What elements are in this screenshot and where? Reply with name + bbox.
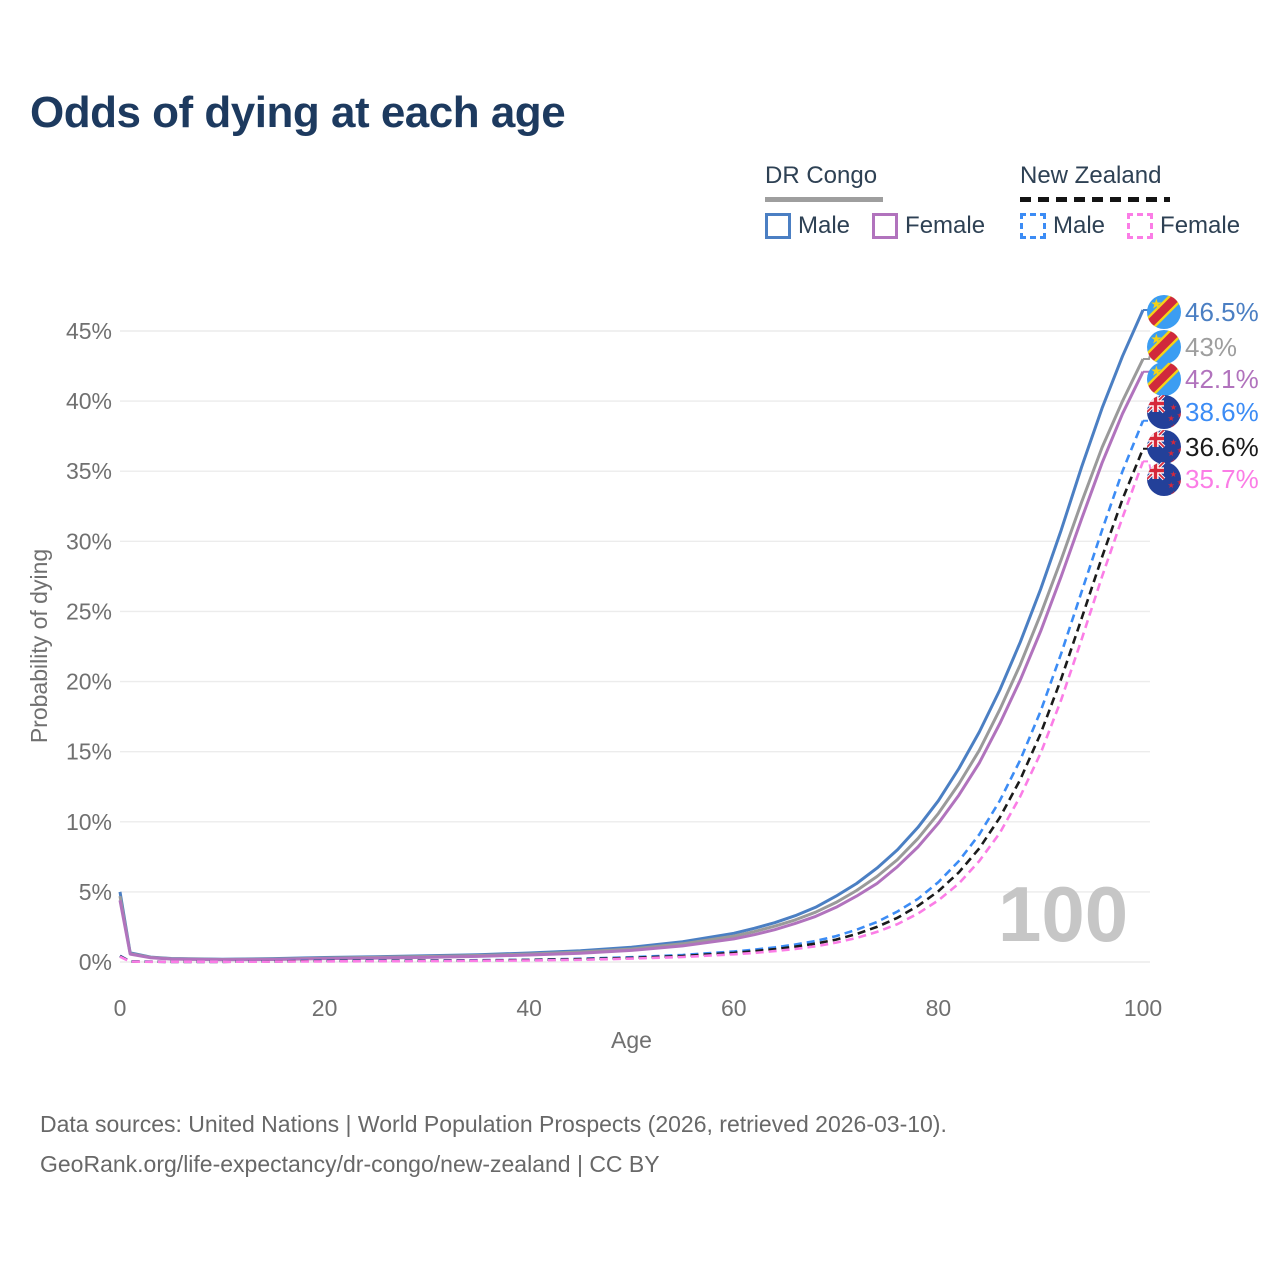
svg-text:★: ★ — [1170, 422, 1177, 432]
x-tick-label: 100 — [1124, 995, 1162, 1021]
legend-label-nz-male[interactable]: Male — [1053, 212, 1106, 239]
dr-congo-flag-icon: ★ — [1147, 295, 1181, 329]
y-tick-label: 5% — [79, 879, 112, 905]
legend-label-nz-female[interactable]: Female — [1160, 212, 1241, 239]
y-tick-label: 10% — [66, 809, 112, 835]
new-zealand-flag-icon: ★★★★ — [1147, 430, 1183, 467]
svg-text:★: ★ — [1170, 402, 1177, 412]
source-line-2: GeoRank.org/life-expectancy/dr-congo/new… — [40, 1151, 660, 1177]
series-line-dr-congo-both-sexes[interactable] — [118, 358, 1145, 961]
age-watermark: 100 — [998, 870, 1128, 958]
svg-text:★: ★ — [1167, 480, 1174, 490]
svg-text:★: ★ — [1167, 413, 1174, 423]
end-value-label-new-zealand-male: 38.6% — [1185, 397, 1259, 427]
legend-country-dr-congo[interactable]: DR Congo — [765, 162, 878, 189]
series-line-new-zealand-both-sexes[interactable] — [119, 448, 1145, 964]
legend-group-dr-congo: DR Congo Male Female — [765, 162, 985, 240]
svg-text:★: ★ — [1150, 296, 1162, 312]
end-connector-new-zealand-female — [1143, 460, 1157, 480]
legend-swatch-nz-female-icon[interactable] — [1127, 213, 1154, 239]
end-value-label-new-zealand-female: 35.7% — [1185, 464, 1259, 494]
end-value-label-new-zealand-both-sexes: 36.6% — [1185, 432, 1259, 462]
svg-text:★: ★ — [1170, 437, 1177, 447]
svg-text:★: ★ — [1170, 457, 1177, 467]
x-tick-label: 60 — [721, 995, 747, 1021]
legend-swatch-drc-male-icon[interactable] — [765, 213, 791, 239]
page-title: Odds of dying at each age — [30, 88, 566, 137]
y-tick-label: 20% — [66, 669, 112, 695]
svg-text:★: ★ — [1176, 477, 1183, 487]
svg-text:★: ★ — [1167, 448, 1174, 458]
source-line-1: Data sources: United Nations | World Pop… — [40, 1111, 947, 1137]
svg-text:★: ★ — [1170, 489, 1177, 499]
y-tick-label: 45% — [66, 318, 112, 344]
end-value-label-dr-congo-male: 46.5% — [1185, 297, 1259, 327]
series-line-dr-congo-female[interactable] — [118, 371, 1145, 962]
legend-country-new-zealand[interactable]: New Zealand — [1020, 162, 1162, 189]
series-line-new-zealand-female[interactable] — [119, 460, 1145, 964]
y-tick-label: 25% — [66, 598, 112, 624]
svg-text:★: ★ — [1176, 410, 1183, 420]
x-tick-label: 0 — [114, 995, 127, 1021]
svg-text:★: ★ — [1176, 445, 1183, 455]
new-zealand-flag-icon: ★★★★ — [1147, 462, 1183, 499]
end-value-label-dr-congo-both-sexes: 43% — [1185, 332, 1237, 362]
legend-label-drc-male[interactable]: Male — [798, 212, 851, 239]
legend-underline-dr-congo — [765, 197, 883, 202]
svg-text:★: ★ — [1170, 469, 1177, 479]
plot-svg: 0% 5% 10% 15% 20% 25% 30% 35% 40% 45% 0 20 40 60 80 100… — [26, 295, 1259, 1053]
new-zealand-flag-icon: ★★★★ — [1147, 395, 1183, 432]
y-tick-label: 30% — [66, 528, 112, 554]
legend-label-drc-female[interactable]: Female — [905, 212, 986, 239]
y-axis-title: Probability of dying — [26, 549, 52, 743]
legend-swatch-nz-male-icon[interactable] — [1020, 213, 1046, 239]
series-line-new-zealand-male[interactable] — [119, 420, 1145, 964]
legend-group-new-zealand: New Zealand Male Female — [1020, 162, 1240, 240]
legend-underline-new-zealand — [1020, 197, 1170, 202]
y-tick-label: 15% — [66, 739, 112, 765]
legend-swatch-drc-female-icon[interactable] — [872, 213, 899, 239]
x-tick-label: 20 — [312, 995, 338, 1021]
y-tick-label: 35% — [66, 458, 112, 484]
x-axis-title: Age — [611, 1027, 652, 1053]
dr-congo-flag-icon: ★ — [1147, 362, 1181, 396]
data-source-note: Data sources: United Nations | World Pop… — [40, 1104, 947, 1184]
y-tick-label: 0% — [79, 949, 112, 975]
svg-text:★: ★ — [1150, 363, 1162, 379]
series-line-dr-congo-male[interactable] — [118, 309, 1145, 961]
x-tick-label: 80 — [926, 995, 952, 1021]
y-tick-label: 40% — [66, 388, 112, 414]
svg-text:★: ★ — [1150, 331, 1162, 347]
end-value-label-dr-congo-female: 42.1% — [1185, 364, 1259, 394]
x-tick-label: 40 — [516, 995, 542, 1021]
